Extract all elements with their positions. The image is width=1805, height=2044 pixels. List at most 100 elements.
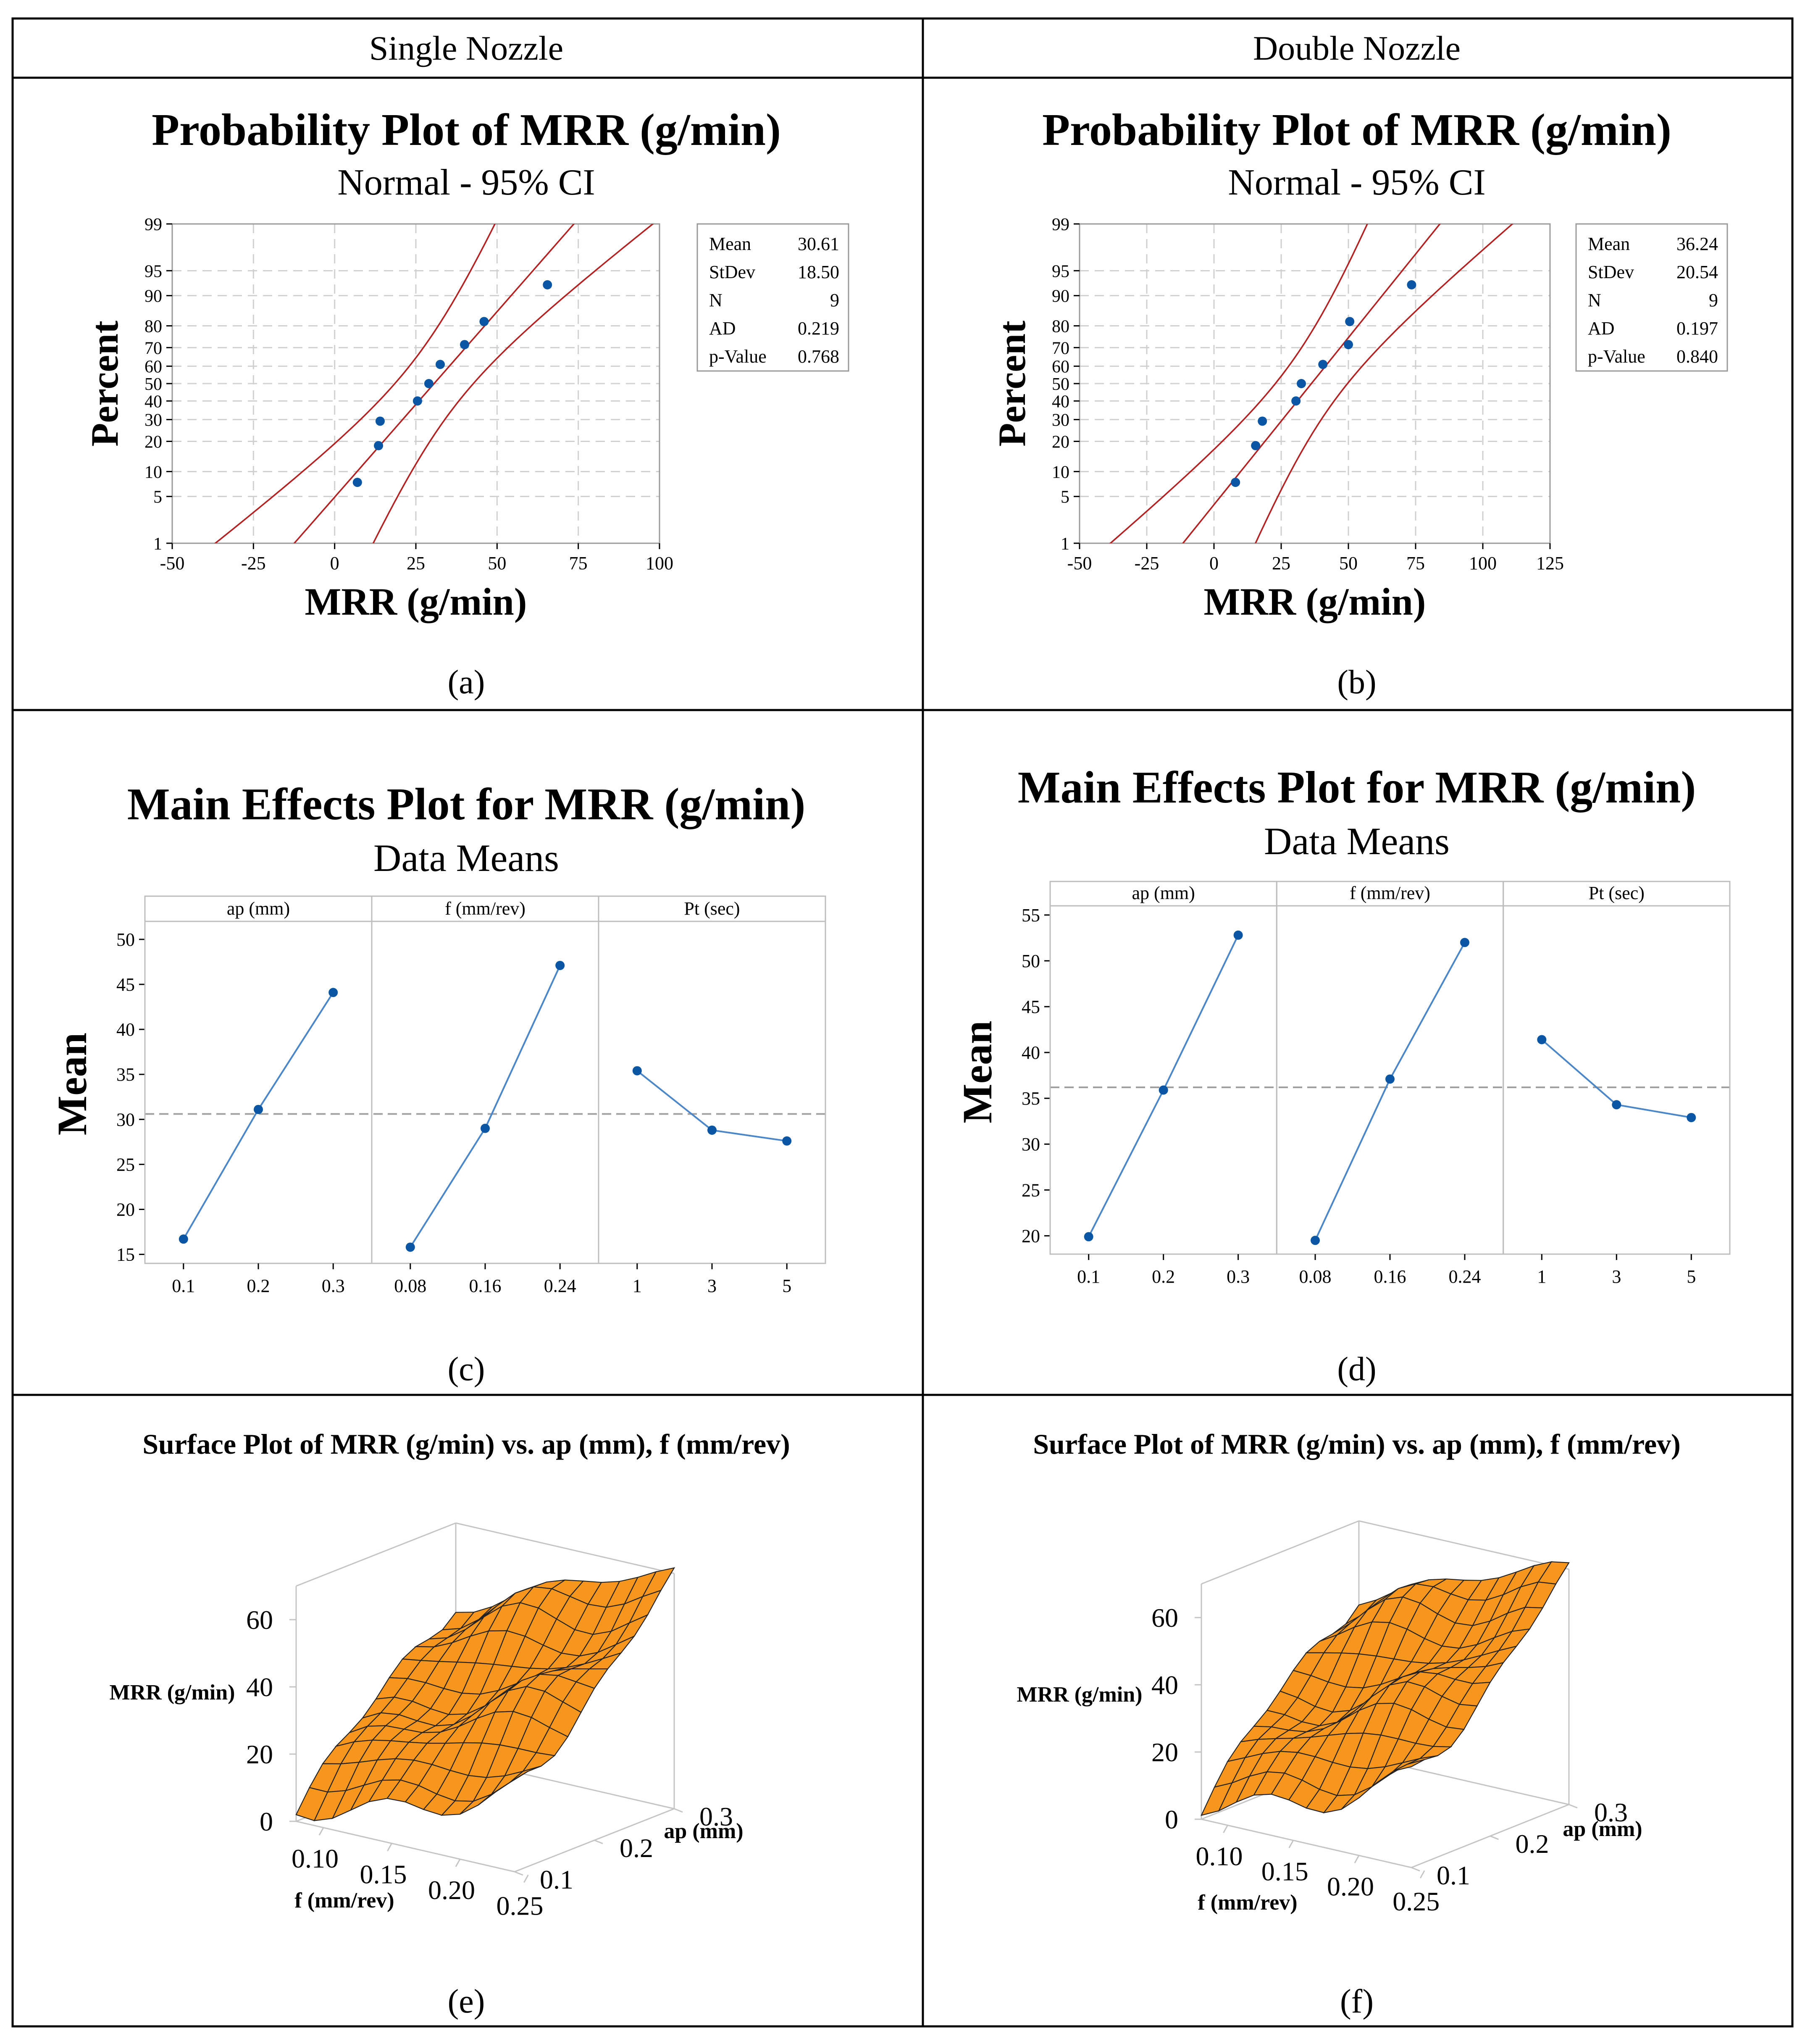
effect-point	[1233, 930, 1243, 940]
y-tick-label: 15	[116, 1244, 135, 1265]
y-tick	[1569, 1804, 1578, 1809]
y-tick	[674, 1808, 683, 1813]
x-axis-label: f (mm/rev)	[294, 1889, 394, 1912]
data-point	[1318, 360, 1328, 369]
effect-point	[1460, 938, 1469, 947]
factor-name: f (mm/rev)	[1350, 883, 1430, 903]
x-tick-label: 25	[1272, 553, 1290, 573]
data-point	[1297, 379, 1306, 388]
effect-point	[782, 1136, 792, 1146]
y-tick-label: 70	[1052, 339, 1069, 358]
stats-label: p-Value	[1588, 346, 1645, 367]
box-edge	[455, 1522, 675, 1574]
y-tick-label: 50	[1022, 951, 1040, 971]
x-tick-label: 75	[1406, 553, 1425, 573]
z-axis-label: MRR (g/min)	[1017, 1683, 1143, 1707]
fit-lines	[214, 224, 654, 543]
panel-caption: (f)	[1340, 1983, 1374, 2020]
x-tick	[1288, 1840, 1294, 1849]
y-tick-label: 45	[116, 974, 135, 995]
chart-title: Main Effects Plot for MRR (g/min)	[127, 779, 806, 829]
y-tick-label: 80	[145, 317, 162, 337]
x-tick-label: 1	[633, 1276, 642, 1296]
box-edge	[296, 1522, 456, 1587]
x-axis-label: MRR (g/min)	[1204, 580, 1426, 623]
stats-label: Mean	[1588, 234, 1630, 254]
factor-name: ap (mm)	[1132, 883, 1195, 903]
stats-label: N	[709, 290, 723, 310]
y-tick-label: 99	[1052, 215, 1069, 234]
x-tick-label: 0	[330, 553, 339, 573]
x-tick-label: 100	[1469, 553, 1497, 573]
effect-line	[183, 992, 334, 1240]
x-tick-label: 1	[1537, 1266, 1546, 1287]
z-tick-label: 20	[246, 1739, 273, 1769]
y-tick-label: 0.1	[540, 1865, 573, 1894]
y-tick-label: 1	[1061, 534, 1069, 554]
data-point	[1407, 280, 1416, 289]
x-tick-label: -50	[1067, 553, 1092, 573]
y-tick-label: 0.3	[1594, 1797, 1628, 1827]
x-tick-label: 50	[1339, 553, 1358, 573]
x-tick	[455, 1859, 461, 1867]
x-tick-label: 0.10	[1196, 1841, 1243, 1871]
y-tick-label: 30	[116, 1109, 135, 1130]
box-edge	[1201, 1520, 1359, 1585]
y-tick-label: 20	[1052, 432, 1069, 452]
effect-point	[1687, 1113, 1696, 1122]
panel-caption: (e)	[448, 1983, 485, 2020]
data-point	[1291, 396, 1301, 406]
y-tick-label: 50	[145, 375, 162, 394]
x-tick-label: 3	[1612, 1266, 1621, 1287]
stats-label: N	[1588, 290, 1601, 310]
factor-panel	[598, 895, 826, 1264]
y-tick-label: 80	[1052, 317, 1069, 337]
x-tick-label: 75	[569, 553, 588, 573]
x-tick-label: 0.15	[1261, 1856, 1308, 1886]
panel-caption: (c)	[448, 1351, 485, 1388]
ci-upper-bound	[372, 224, 654, 543]
effect-point	[1385, 1074, 1395, 1084]
chart-title: Probability Plot of MRR (g/min)	[152, 105, 781, 155]
y-tick-label: 95	[1052, 262, 1069, 281]
y-tick-label: 40	[1022, 1042, 1040, 1063]
chart-subtitle: Normal - 95% CI	[1228, 162, 1485, 203]
x-tick-label: 0.20	[428, 1875, 475, 1905]
effect-point	[632, 1066, 642, 1076]
z-tick-label: 60	[246, 1605, 273, 1635]
z-axis-label: MRR (g/min)	[110, 1681, 235, 1705]
chart-panels: (a) (b) (c) (d) (e) (f) Probability Plot of MR…	[49, 105, 1731, 2020]
x-tick-label: 0.08	[1299, 1266, 1332, 1287]
y-tick-label: 0.3	[699, 1802, 733, 1831]
fit-lines	[1109, 224, 1514, 543]
x-tick	[318, 1827, 324, 1836]
stats-label: Mean	[709, 234, 751, 254]
stats-value: 0.840	[1676, 346, 1718, 367]
fitted-line	[293, 224, 575, 543]
x-tick-label: -25	[1135, 553, 1159, 573]
x-tick-label: 0.3	[322, 1276, 345, 1296]
x-tick	[1223, 1825, 1228, 1834]
x-tick-label: 0.20	[1327, 1871, 1374, 1901]
effect-point	[1311, 1236, 1320, 1245]
y-tick-label: 20	[116, 1199, 135, 1220]
factor-panel	[1503, 881, 1731, 1255]
header-single-nozzle: Single Nozzle	[369, 29, 563, 67]
effect-point	[328, 988, 338, 997]
y-tick-label: 1	[153, 534, 162, 554]
data-point	[374, 441, 384, 450]
y-tick-label: 40	[1052, 392, 1069, 411]
y-tick-label: 60	[145, 358, 162, 377]
x-tick-label: 0.25	[1393, 1886, 1440, 1916]
factor-panel	[1049, 881, 1277, 1255]
x-tick	[1419, 1870, 1425, 1878]
data-point	[460, 340, 469, 350]
surface-facet	[496, 1771, 528, 1792]
chart-title: Main Effects Plot for MRR (g/min)	[1018, 763, 1696, 813]
stats-box	[696, 223, 849, 372]
main-effects-plot: Main Effects Plot for MRR (g/min) Data Me…	[49, 779, 826, 1296]
box-edge	[1358, 1520, 1569, 1570]
data-point	[1345, 317, 1355, 326]
x-tick-label: 0.3	[1227, 1266, 1250, 1287]
y-tick	[1411, 1867, 1420, 1872]
